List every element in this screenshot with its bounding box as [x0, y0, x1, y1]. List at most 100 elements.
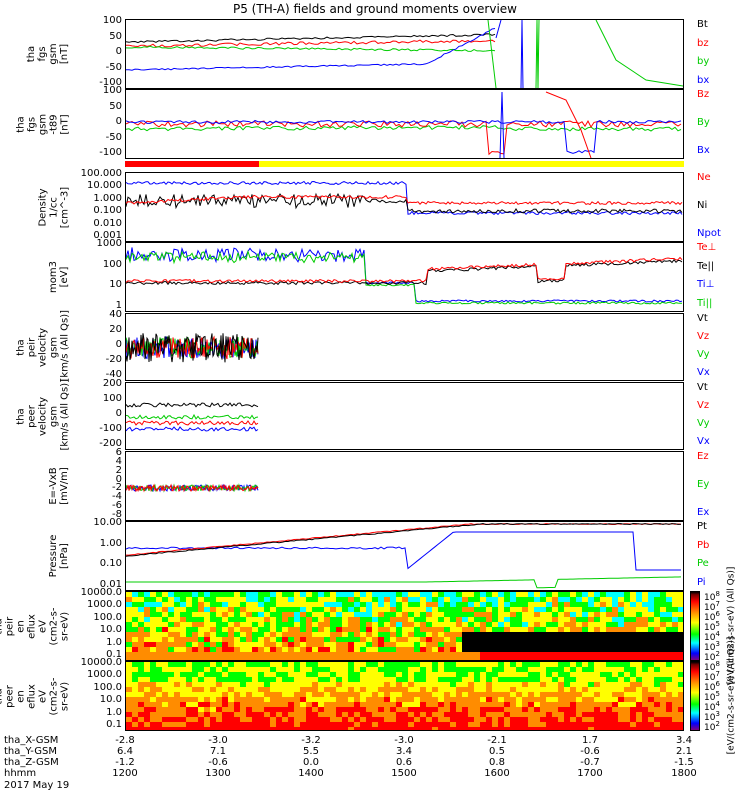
spectrogram-cell [678, 672, 683, 677]
spectrogram-cell [402, 592, 408, 597]
spectrogram-cell [144, 622, 150, 627]
colorbar-tick-label: 108 [704, 660, 720, 673]
spectrogram-cell [672, 612, 678, 617]
spectrogram-cell [270, 647, 276, 652]
spectrogram-cell [528, 662, 534, 667]
spectrogram-cell [444, 642, 450, 647]
spectrogram-cell [222, 642, 228, 647]
spectrogram-cell [612, 727, 618, 730]
spectrogram-cell [252, 617, 258, 622]
spectrogram-cell [570, 702, 576, 707]
spectrogram-cell [636, 677, 642, 682]
spectrogram-cell [360, 667, 366, 672]
y-tick-label: -8 [112, 509, 122, 520]
spectrogram-cell [450, 687, 456, 692]
spectrogram-cell [168, 612, 174, 617]
spectrogram-cell [672, 697, 678, 702]
spectrogram-cell [630, 617, 636, 622]
spectrogram-cell [486, 672, 492, 677]
spectrogram-cell [570, 687, 576, 692]
spectrogram-cell [546, 612, 552, 617]
spectrogram-cell [288, 612, 294, 617]
spectrogram-cell [366, 597, 372, 602]
spectrogram-cell [396, 642, 402, 647]
spectrogram-cell [600, 652, 606, 657]
spectrogram-cell [420, 647, 426, 652]
spectrogram-cell [378, 657, 384, 660]
spectrogram-cell [180, 727, 186, 730]
spectrogram-cell [468, 677, 474, 682]
spectrogram-cell [234, 652, 240, 657]
spectrogram-cell [426, 657, 432, 660]
spectrogram-cell [528, 642, 534, 647]
spectrogram-cell [426, 652, 432, 657]
spectrogram-cell [204, 612, 210, 617]
spectrogram-cell [204, 697, 210, 702]
spectrogram-cell [474, 657, 480, 660]
spectrogram-cell [330, 717, 336, 722]
spectrogram-cell [228, 617, 234, 622]
spectrogram-cell [192, 687, 198, 692]
spectrogram-cell [594, 592, 600, 597]
spectrogram-cell [222, 687, 228, 692]
spectrogram-cell [558, 592, 564, 597]
legend-pe: Pe [697, 558, 709, 570]
spectrogram-cell [312, 677, 318, 682]
spectrogram-cell [366, 687, 372, 692]
spectrogram-cell [504, 592, 510, 597]
spectrogram-cell [216, 597, 222, 602]
spectrogram-cell [420, 687, 426, 692]
spectrogram-cell [138, 687, 144, 692]
spectrogram-cell [630, 687, 636, 692]
spectrogram-cell [198, 692, 204, 697]
spectrogram-cell [132, 592, 138, 597]
spectrogram-cell [372, 692, 378, 697]
spectrogram-cell [264, 702, 270, 707]
spectrogram-cell [192, 622, 198, 627]
spectrogram-cell [252, 712, 258, 717]
spectrogram-cell [516, 622, 522, 627]
spectrogram-cell [462, 702, 468, 707]
spectrogram-cell [486, 602, 492, 607]
spectrogram-cell [300, 647, 306, 652]
spectrogram-cell [342, 647, 348, 652]
spectrogram-cell [618, 727, 624, 730]
spectrogram-cell [192, 602, 198, 607]
spectrogram-cell [444, 637, 450, 642]
spectrogram-cell [600, 707, 606, 712]
spectrogram-cell [342, 672, 348, 677]
spectrogram-cell [450, 647, 456, 652]
spectrogram-cell [384, 672, 390, 677]
spectrogram-cell [504, 602, 510, 607]
y-label-line: [eV] [59, 266, 70, 288]
spectrogram-cell [426, 612, 432, 617]
spectrogram-cell [624, 657, 630, 660]
spectrogram-cell [360, 602, 366, 607]
spectrogram-cell [288, 702, 294, 707]
spectrogram-cell [666, 722, 672, 727]
spectrogram-cell [504, 667, 510, 672]
spectrogram-cell [162, 647, 168, 652]
spectrogram-cell [288, 692, 294, 697]
spectrogram-cell [438, 622, 444, 627]
spectrogram-cell [624, 707, 630, 712]
spectrogram-cell [450, 652, 456, 657]
spectrogram-cell [576, 622, 582, 627]
spectrogram-cell [372, 697, 378, 702]
series-line-pi [126, 531, 681, 571]
spectrogram-cell [180, 652, 186, 657]
spectrogram-cell [384, 727, 390, 730]
x-tick-label: -1.5 [674, 757, 694, 768]
spectrogram-cell [342, 592, 348, 597]
spectrogram-cell [366, 682, 372, 687]
spectrogram-cell [456, 657, 462, 660]
spectrogram-cell [534, 647, 540, 652]
spectrogram-cell [168, 667, 174, 672]
spectrogram-cell [216, 652, 222, 657]
spectrogram-cell [378, 717, 384, 722]
spectrogram-cell [258, 617, 264, 622]
spectrogram-cell [180, 712, 186, 717]
spectrogram-cell [402, 672, 408, 677]
spectrogram-cell [204, 597, 210, 602]
y-axis-label-fgs_gsm: tha fgs gsm [nT] [26, 19, 70, 89]
